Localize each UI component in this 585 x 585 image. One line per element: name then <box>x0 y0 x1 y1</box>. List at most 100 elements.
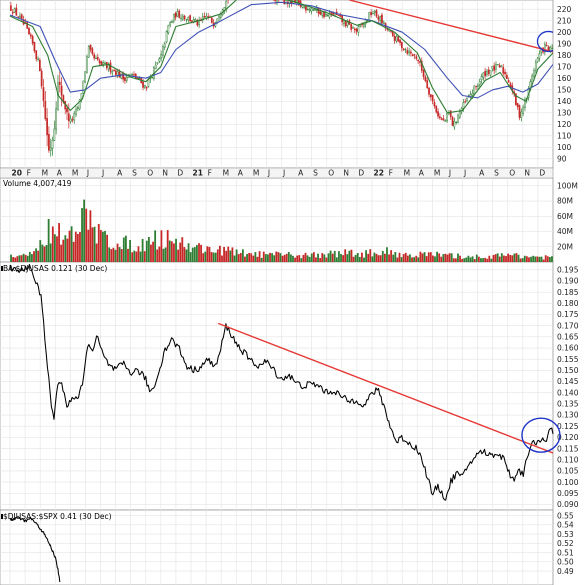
volume-bar <box>361 252 363 262</box>
ratio-line <box>9 263 554 501</box>
x-tick-label: S <box>313 169 318 178</box>
volume-bar <box>404 252 407 262</box>
ratio2-title-marker <box>1 514 3 519</box>
volume-bar <box>287 252 290 262</box>
candle-body <box>180 17 182 19</box>
volume-bar <box>300 258 303 262</box>
x-tick-label: J <box>282 169 285 178</box>
candle-body <box>449 110 452 117</box>
ratio2-y-tick-label: 0.49 <box>557 567 574 576</box>
candle-body <box>408 50 410 54</box>
candle-body <box>440 118 443 120</box>
ratio-y-tick-label: 0.125 <box>557 422 579 431</box>
ratio-y-tick-label: 0.160 <box>557 344 579 353</box>
volume-bar <box>507 253 509 262</box>
volume-bar <box>544 255 547 262</box>
volume-bar <box>542 259 545 262</box>
candle-body <box>145 86 148 89</box>
volume-y-tick-label: 20M <box>557 242 573 251</box>
volume-bar <box>312 252 315 262</box>
ratio-y-tick-label: 0.175 <box>557 310 579 319</box>
volume-bar <box>321 253 324 262</box>
volume-bar <box>160 230 163 262</box>
volume-bar <box>335 257 338 262</box>
candle-body <box>373 10 376 13</box>
candle-body <box>357 26 360 33</box>
candle-body <box>301 5 304 8</box>
volume-bar <box>122 237 125 262</box>
candle-body <box>393 36 396 41</box>
volume-bar <box>532 255 535 262</box>
volume-bar <box>254 252 257 262</box>
volume-bar <box>137 246 140 262</box>
candle-body <box>169 22 172 26</box>
volume-bar <box>473 259 476 262</box>
candle-body <box>433 102 436 107</box>
volume-bar <box>58 223 60 262</box>
volume-bar <box>419 251 422 262</box>
volume-bar <box>381 250 384 262</box>
candle-body <box>507 80 510 83</box>
candle-body <box>60 85 63 96</box>
candle-body <box>518 105 521 118</box>
candle-body <box>220 12 222 18</box>
volume-bar <box>22 253 25 262</box>
candle-body <box>67 113 70 122</box>
volume-bar <box>317 253 319 262</box>
volume-bar <box>486 258 489 262</box>
candle-body <box>350 24 353 30</box>
volume-bar <box>158 246 161 262</box>
ratio-y-tick-label: 0.100 <box>557 478 579 487</box>
volume-bar <box>319 258 322 262</box>
candle-body <box>417 60 420 62</box>
volume-bar <box>181 237 184 262</box>
x-tick-label: M <box>404 169 410 178</box>
candle-body <box>42 87 45 101</box>
ratio-y-tick-label: 0.190 <box>557 277 579 286</box>
x-tick-label: 22 <box>374 169 384 178</box>
volume-bar <box>37 250 40 262</box>
ratio2-line <box>9 516 61 583</box>
candle-body <box>375 10 378 17</box>
volume-bar <box>41 244 44 262</box>
volume-bar <box>212 252 215 262</box>
ratio-y-tick-label: 0.090 <box>557 500 579 509</box>
volume-bar <box>513 253 516 262</box>
candle-body <box>274 0 277 2</box>
candle-body <box>109 62 112 72</box>
volume-bar <box>415 255 418 262</box>
candle-body <box>457 115 459 124</box>
price-y-tick-label: 180 <box>557 51 572 60</box>
candle-body <box>124 77 126 81</box>
volume-bar <box>258 251 261 262</box>
candle-body <box>379 16 381 22</box>
candle-body <box>413 54 416 56</box>
volume-bar <box>39 240 42 262</box>
volume-bar <box>198 243 200 262</box>
volume-bar <box>490 258 493 262</box>
x-tick-label: D <box>539 169 545 178</box>
volume-bar <box>283 254 286 262</box>
volume-bar <box>191 247 194 262</box>
volume-bar <box>168 240 171 262</box>
candle-body <box>366 20 369 22</box>
volume-bar <box>237 254 240 262</box>
candle-body <box>160 53 162 59</box>
candle-body <box>49 147 52 151</box>
candle-body <box>89 44 92 50</box>
candle-body <box>314 9 316 11</box>
candle-body <box>355 28 358 32</box>
volume-bar <box>141 238 144 262</box>
candle-body <box>489 70 492 76</box>
price-y-tick-label: 160 <box>557 74 572 83</box>
volume-bar <box>396 257 399 262</box>
volume-bar <box>540 256 543 262</box>
volume-bar <box>16 256 19 262</box>
ratio-y-tick-label: 0.155 <box>557 355 579 364</box>
volume-bar <box>275 251 278 262</box>
candle-body <box>48 133 50 151</box>
candle-body <box>10 5 12 11</box>
price-y-tick-label: 220 <box>557 5 572 14</box>
volume-bar <box>452 258 455 262</box>
volume-bar <box>327 253 330 262</box>
